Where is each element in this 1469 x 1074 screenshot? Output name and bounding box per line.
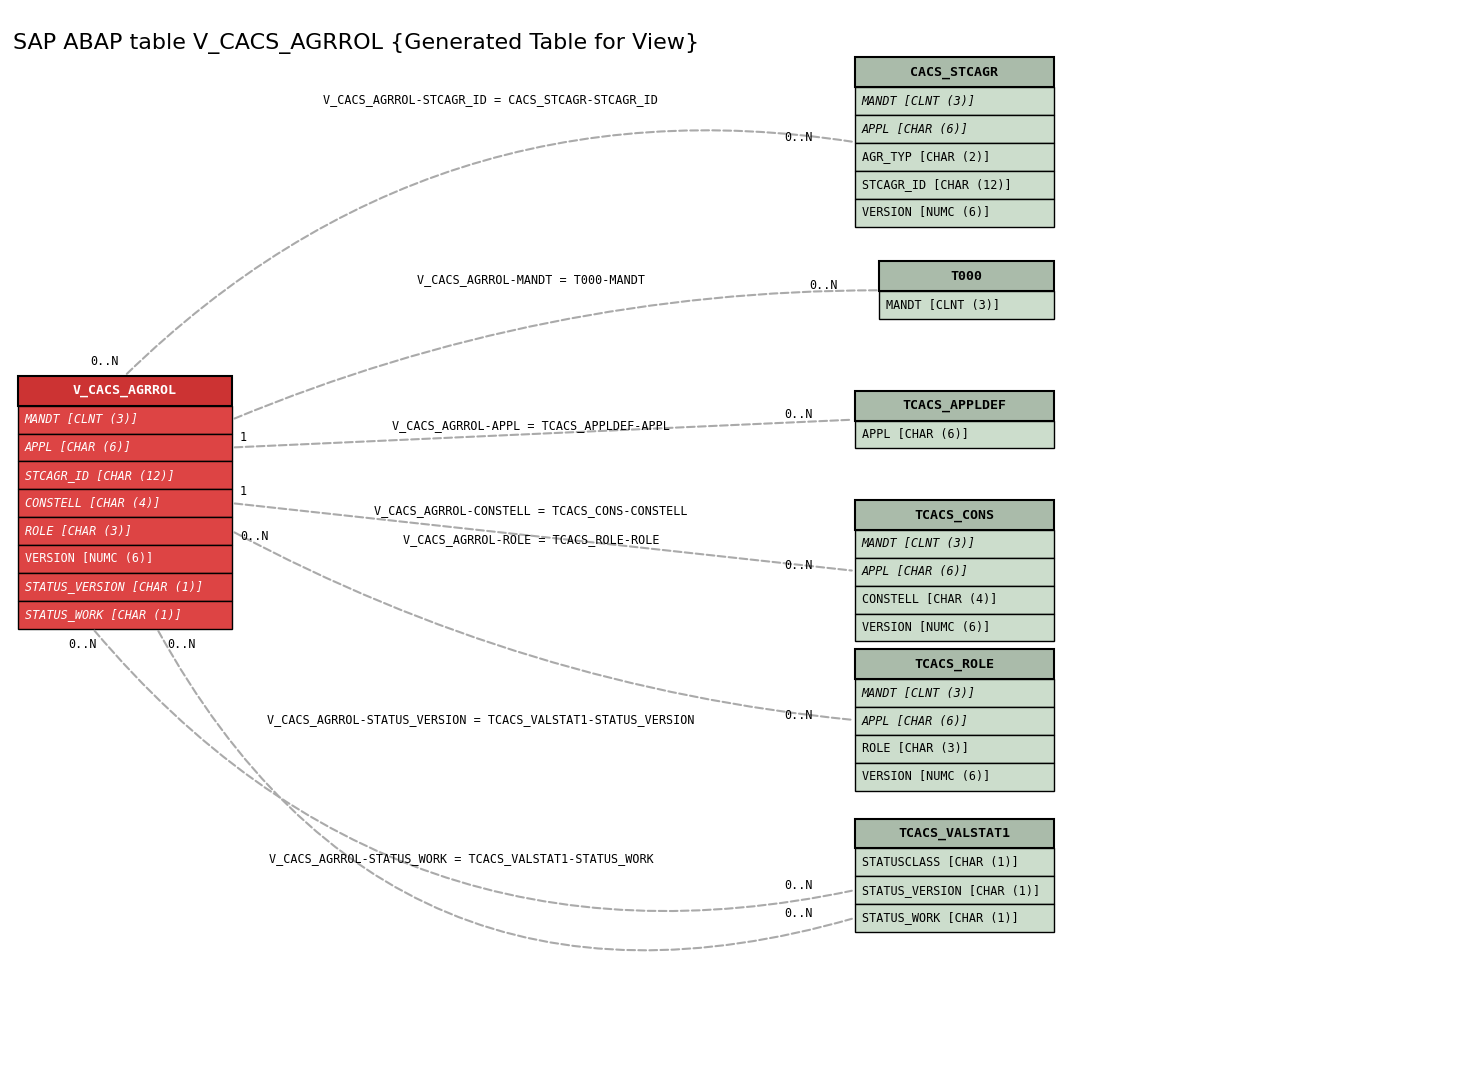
Text: 1: 1 xyxy=(239,484,247,497)
Text: ROLE [CHAR (3)]: ROLE [CHAR (3)] xyxy=(861,742,968,755)
FancyArrowPatch shape xyxy=(126,130,852,374)
Text: 0..N: 0..N xyxy=(167,638,195,652)
Text: STATUS_WORK [CHAR (1)]: STATUS_WORK [CHAR (1)] xyxy=(25,608,182,621)
Bar xyxy=(855,585,1053,613)
Bar xyxy=(855,115,1053,143)
Text: 0..N: 0..N xyxy=(91,354,119,368)
Text: TCACS_VALSTAT1: TCACS_VALSTAT1 xyxy=(898,827,1011,840)
Bar xyxy=(855,500,1053,531)
Text: 0..N: 0..N xyxy=(784,560,812,572)
Text: APPL [CHAR (6)]: APPL [CHAR (6)] xyxy=(861,429,968,441)
Text: 1: 1 xyxy=(239,431,247,444)
Text: STATUSCLASS [CHAR (1)]: STATUSCLASS [CHAR (1)] xyxy=(861,856,1018,869)
Text: CACS_STCAGR: CACS_STCAGR xyxy=(911,66,997,78)
Bar xyxy=(855,391,1053,421)
Text: APPL [CHAR (6)]: APPL [CHAR (6)] xyxy=(861,565,968,578)
Text: TCACS_CONS: TCACS_CONS xyxy=(914,509,995,522)
Bar xyxy=(18,406,232,434)
FancyArrowPatch shape xyxy=(235,290,877,419)
Bar xyxy=(855,679,1053,707)
Text: 0..N: 0..N xyxy=(809,279,837,292)
Bar xyxy=(855,707,1053,735)
Text: V_CACS_AGRROL-STCAGR_ID = CACS_STCAGR-STCAGR_ID: V_CACS_AGRROL-STCAGR_ID = CACS_STCAGR-ST… xyxy=(323,92,658,105)
Text: APPL [CHAR (6)]: APPL [CHAR (6)] xyxy=(861,122,968,135)
Text: V_CACS_AGRROL-STATUS_WORK = TCACS_VALSTAT1-STATUS_WORK: V_CACS_AGRROL-STATUS_WORK = TCACS_VALSTA… xyxy=(269,852,654,865)
Text: V_CACS_AGRROL: V_CACS_AGRROL xyxy=(73,384,176,397)
Text: STATUS_WORK [CHAR (1)]: STATUS_WORK [CHAR (1)] xyxy=(861,912,1018,925)
Bar xyxy=(855,199,1053,227)
Text: MANDT [CLNT (3)]: MANDT [CLNT (3)] xyxy=(861,95,975,107)
Bar xyxy=(855,421,1053,449)
Bar xyxy=(18,545,232,572)
Bar xyxy=(855,87,1053,115)
Text: AGR_TYP [CHAR (2)]: AGR_TYP [CHAR (2)] xyxy=(861,150,990,163)
Bar xyxy=(18,600,232,628)
Text: V_CACS_AGRROL-STATUS_VERSION = TCACS_VALSTAT1-STATUS_VERSION: V_CACS_AGRROL-STATUS_VERSION = TCACS_VAL… xyxy=(267,712,695,726)
Bar xyxy=(855,171,1053,199)
Bar xyxy=(855,848,1053,876)
Text: STCAGR_ID [CHAR (12)]: STCAGR_ID [CHAR (12)] xyxy=(25,469,175,482)
Bar xyxy=(880,261,1053,291)
Bar xyxy=(855,763,1053,790)
Text: 0..N: 0..N xyxy=(784,906,812,919)
Text: APPL [CHAR (6)]: APPL [CHAR (6)] xyxy=(861,714,968,727)
Text: VERSION [NUMC (6)]: VERSION [NUMC (6)] xyxy=(861,770,990,783)
Bar xyxy=(18,572,232,600)
Text: APPL [CHAR (6)]: APPL [CHAR (6)] xyxy=(25,441,132,454)
Bar xyxy=(855,531,1053,557)
Bar xyxy=(18,490,232,517)
Text: MANDT [CLNT (3)]: MANDT [CLNT (3)] xyxy=(25,413,138,426)
Text: V_CACS_AGRROL-ROLE = TCACS_ROLE-ROLE: V_CACS_AGRROL-ROLE = TCACS_ROLE-ROLE xyxy=(403,534,660,547)
Text: 0..N: 0..N xyxy=(784,709,812,722)
FancyArrowPatch shape xyxy=(235,504,852,570)
Text: TCACS_APPLDEF: TCACS_APPLDEF xyxy=(902,400,1006,412)
Text: CONSTELL [CHAR (4)]: CONSTELL [CHAR (4)] xyxy=(861,593,997,606)
Text: VERSION [NUMC (6)]: VERSION [NUMC (6)] xyxy=(25,552,153,565)
Bar xyxy=(18,517,232,545)
Bar xyxy=(880,291,1053,319)
Bar xyxy=(855,143,1053,171)
Text: VERSION [NUMC (6)]: VERSION [NUMC (6)] xyxy=(861,621,990,634)
Text: ROLE [CHAR (3)]: ROLE [CHAR (3)] xyxy=(25,524,132,537)
Text: TCACS_ROLE: TCACS_ROLE xyxy=(914,658,995,671)
Text: STATUS_VERSION [CHAR (1)]: STATUS_VERSION [CHAR (1)] xyxy=(25,580,203,593)
FancyArrowPatch shape xyxy=(235,420,852,448)
Bar xyxy=(855,876,1053,904)
Text: 0..N: 0..N xyxy=(784,408,812,421)
Text: 0..N: 0..N xyxy=(784,131,812,144)
Text: MANDT [CLNT (3)]: MANDT [CLNT (3)] xyxy=(861,686,975,699)
FancyArrowPatch shape xyxy=(159,630,852,950)
Text: 0..N: 0..N xyxy=(69,638,97,652)
Text: SAP ABAP table V_CACS_AGRROL {Generated Table for View}: SAP ABAP table V_CACS_AGRROL {Generated … xyxy=(13,32,699,54)
Text: STATUS_VERSION [CHAR (1)]: STATUS_VERSION [CHAR (1)] xyxy=(861,884,1040,897)
FancyArrowPatch shape xyxy=(94,630,852,911)
Bar xyxy=(855,818,1053,848)
Text: VERSION [NUMC (6)]: VERSION [NUMC (6)] xyxy=(861,206,990,219)
FancyArrowPatch shape xyxy=(235,533,852,720)
Text: CONSTELL [CHAR (4)]: CONSTELL [CHAR (4)] xyxy=(25,496,160,510)
Bar xyxy=(18,376,232,406)
Bar xyxy=(855,904,1053,932)
Bar xyxy=(855,557,1053,585)
Bar xyxy=(18,434,232,462)
Text: 0..N: 0..N xyxy=(239,529,269,542)
Text: 0..N: 0..N xyxy=(784,879,812,891)
Bar xyxy=(855,650,1053,679)
Bar xyxy=(855,613,1053,641)
Text: V_CACS_AGRROL-MANDT = T000-MANDT: V_CACS_AGRROL-MANDT = T000-MANDT xyxy=(417,273,645,286)
Text: V_CACS_AGRROL-APPL = TCACS_APPLDEF-APPL: V_CACS_AGRROL-APPL = TCACS_APPLDEF-APPL xyxy=(392,419,670,432)
Text: MANDT [CLNT (3)]: MANDT [CLNT (3)] xyxy=(861,537,975,551)
Text: STCAGR_ID [CHAR (12)]: STCAGR_ID [CHAR (12)] xyxy=(861,178,1011,191)
Text: T000: T000 xyxy=(950,270,983,282)
Text: MANDT [CLNT (3)]: MANDT [CLNT (3)] xyxy=(886,299,1000,311)
Bar xyxy=(18,462,232,490)
Text: V_CACS_AGRROL-CONSTELL = TCACS_CONS-CONSTELL: V_CACS_AGRROL-CONSTELL = TCACS_CONS-CONS… xyxy=(375,504,687,517)
Bar xyxy=(855,58,1053,87)
Bar xyxy=(855,735,1053,763)
